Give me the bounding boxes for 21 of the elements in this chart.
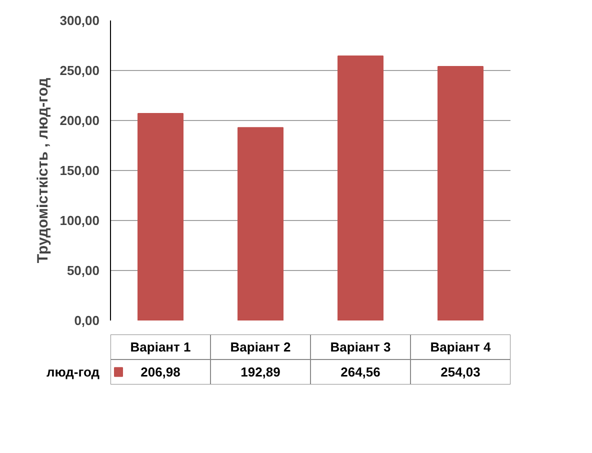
y-tick-label: 0,00 bbox=[74, 313, 100, 328]
y-axis-title: Трудомісткість , люд-год bbox=[34, 77, 52, 264]
y-tick-label: 50,00 bbox=[66, 263, 100, 278]
bar bbox=[438, 66, 484, 320]
x-tick-label: Варіант 2 bbox=[230, 340, 291, 354]
bar bbox=[238, 127, 284, 320]
y-tick-label: 100,00 bbox=[60, 213, 100, 228]
data-label: 264,56 bbox=[340, 364, 380, 380]
y-tick-label: 250,00 bbox=[60, 63, 100, 78]
bar bbox=[138, 113, 184, 320]
data-label: 206,98 bbox=[140, 364, 180, 380]
legend-label: люд-год bbox=[46, 364, 100, 380]
y-tick-label: 200,00 bbox=[60, 113, 100, 128]
data-label: 192,89 bbox=[240, 364, 280, 380]
y-tick-label: 150,00 bbox=[60, 163, 100, 178]
x-tick-label: Варіант 4 bbox=[430, 340, 492, 354]
x-tick-label: Варіант 3 bbox=[330, 340, 391, 354]
x-tick-label: Варіант 1 bbox=[130, 340, 191, 354]
y-tick-label: 300,00 bbox=[60, 13, 100, 28]
bar bbox=[338, 55, 384, 320]
data-label: 254,03 bbox=[440, 364, 480, 380]
